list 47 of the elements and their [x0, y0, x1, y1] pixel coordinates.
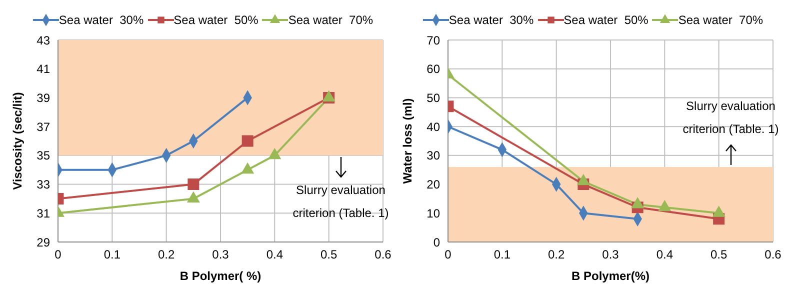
x-tick-label: 0.5	[320, 248, 338, 262]
x-tick-label: 0.6	[764, 248, 782, 262]
x-tick-label: 0.2	[548, 248, 565, 262]
y-tick-label: 31	[36, 206, 50, 220]
annotation: Slurry evaluation criterion (Table. 1)	[292, 182, 390, 222]
y-tick-label: 60	[426, 62, 440, 76]
x-tick-label: 0	[444, 248, 452, 262]
legend-label: Sea water 70%	[288, 13, 374, 27]
annotation: Slurry evaluation criterion (Table. 1)	[682, 98, 780, 138]
x-axis-title: B Polymer( %)	[180, 269, 262, 283]
x-tick-label: 0.4	[656, 248, 674, 262]
y-tick-label: 35	[36, 148, 50, 163]
y-tick-label: 43	[36, 33, 50, 48]
y-tick-label: 30	[426, 148, 440, 163]
x-tick-label: 0.4	[266, 248, 284, 262]
y-tick-label: 0	[433, 235, 440, 250]
y-tick-label: 20	[426, 178, 440, 192]
y-tick-label: 40	[426, 120, 440, 134]
y-tick-label: 10	[426, 206, 440, 220]
y-axis-title: Water loss (ml)	[400, 98, 414, 184]
x-tick-label: 0.3	[212, 248, 230, 262]
y-tick-label: 39	[36, 90, 50, 105]
x-tick-label: 0.2	[158, 248, 175, 262]
x-tick-label: 0	[54, 248, 62, 262]
y-tick-label: 33	[36, 178, 50, 192]
point	[188, 178, 200, 190]
y-tick-label: 41	[36, 62, 50, 76]
x-tick-label: 0.1	[104, 248, 121, 262]
x-tick-label: 0.1	[494, 248, 511, 262]
x-tick-label: 0.5	[710, 248, 728, 262]
y-tick-label: 50	[426, 90, 440, 105]
point	[268, 148, 281, 160]
legend-label: Sea water 70%	[678, 13, 764, 27]
point	[242, 135, 254, 147]
y-tick-label: 70	[426, 33, 440, 48]
x-tick-label: 0.6	[374, 248, 392, 262]
x-tick-label: 0.3	[602, 248, 620, 262]
y-tick-label: 37	[36, 120, 50, 134]
legend-label: Sea water 30%	[58, 13, 144, 27]
legend-label: Sea water 50%	[564, 13, 648, 27]
x-axis-title: B Polymer(%)	[571, 269, 650, 283]
y-axis-title: Viscosity (sec/lit)	[10, 92, 24, 190]
y-tick-label: 29	[36, 235, 50, 250]
point	[241, 162, 254, 174]
legend-label: Sea water 30%	[448, 13, 534, 27]
legend-label: Sea water 50%	[174, 13, 258, 27]
point	[187, 192, 200, 202]
